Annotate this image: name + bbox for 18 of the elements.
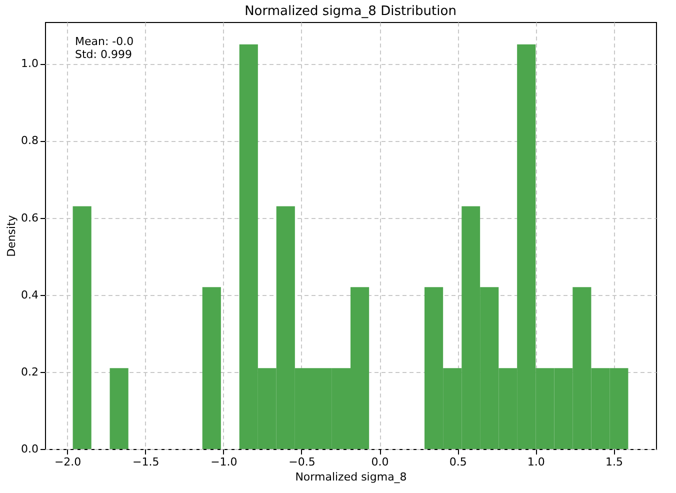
y-tick-label: 0.4	[21, 288, 38, 302]
x-tick-label: −1.5	[132, 456, 160, 468]
x-tick-label: −0.5	[288, 456, 316, 468]
y-axis-title: Density	[5, 214, 18, 257]
chart-title: Normalized sigma_8 Distribution	[244, 4, 456, 19]
x-tick-label: −1.0	[210, 456, 238, 468]
y-tick-label: 0.2	[21, 365, 38, 378]
x-tick-label: 0.5	[449, 456, 467, 468]
x-tick-label: −2.0	[54, 456, 82, 468]
y-tick-label: 0.0	[21, 442, 38, 456]
annotation: Mean: -0.0 Std: 0.999	[75, 35, 134, 61]
y-tick-label: 0.8	[21, 134, 38, 148]
x-tick-label: 1.5	[605, 456, 623, 468]
x-tick-label: 0.0	[371, 456, 389, 468]
x-axis-title: Normalized sigma_8	[295, 470, 407, 484]
x-tick-label: 1.0	[527, 456, 545, 468]
y-tick-label: 0.6	[21, 211, 38, 224]
y-tick-label: 1.0	[21, 57, 38, 70]
